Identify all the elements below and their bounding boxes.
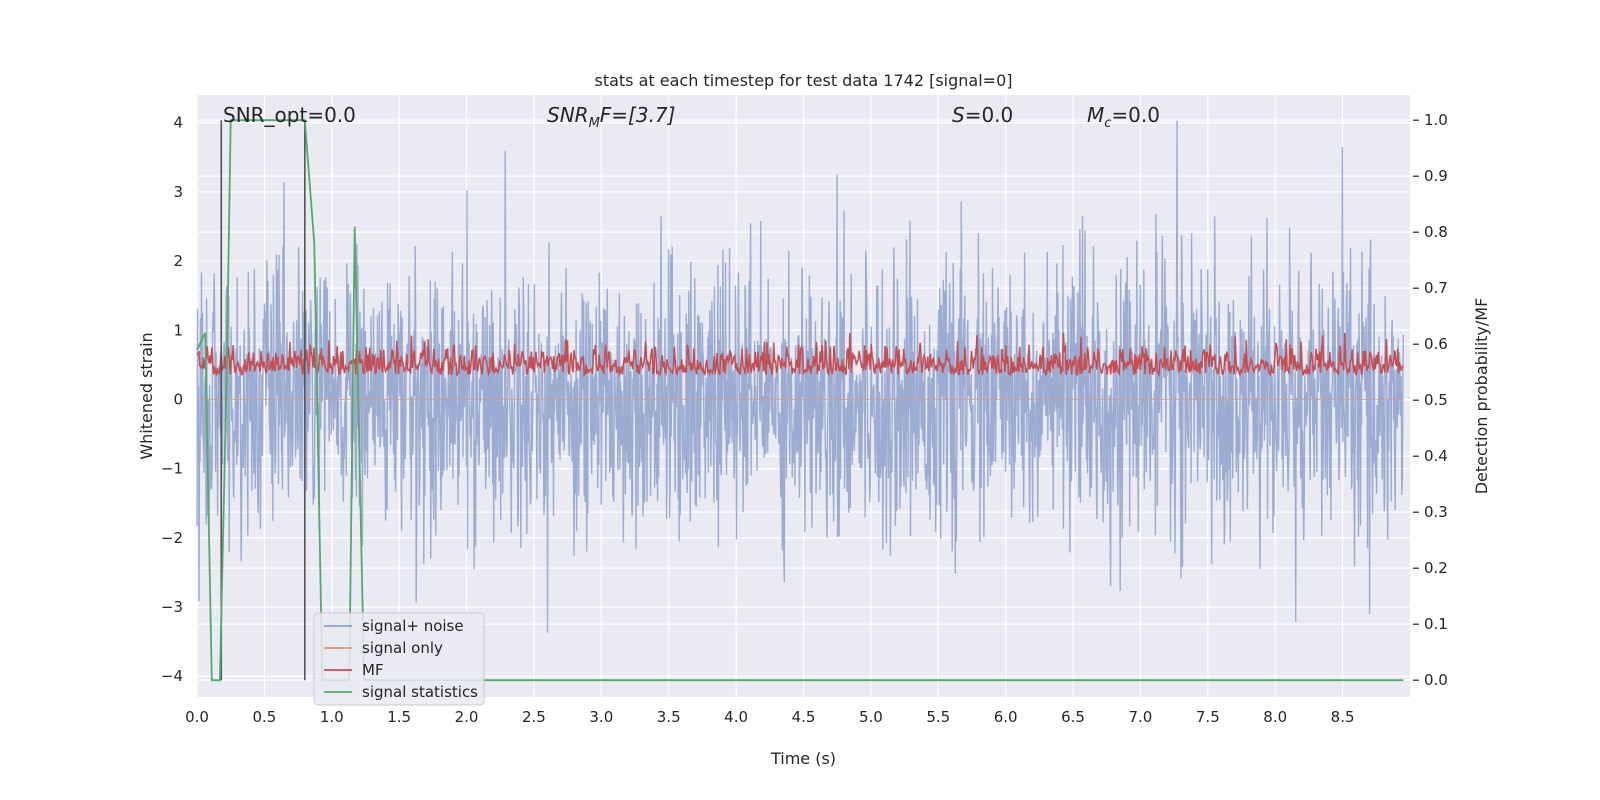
y-left-tick-label: −2 <box>161 529 183 547</box>
y-left-tick-label: −4 <box>161 667 183 685</box>
y-right-tick-label: 0.9 <box>1424 167 1448 185</box>
y-left-tick-label: −3 <box>161 598 183 616</box>
x-tick-label: 0.5 <box>252 708 276 726</box>
y-left-tick-label: 2 <box>173 252 183 270</box>
x-tick-label: 6.0 <box>994 708 1018 726</box>
y-left-tick-label: 0 <box>173 390 183 408</box>
y-right-tick-label: 0.8 <box>1424 223 1448 241</box>
y-right-tick-label: 0.4 <box>1424 447 1448 465</box>
mc-annotation: Mc=0.0 <box>1087 103 1160 131</box>
legend: signal+ noise signal only MF signal statist… <box>313 612 485 706</box>
x-tick-label: 1.5 <box>387 708 411 726</box>
y-right-axis-ticks: 0.0 0.1 0.2 0.3 0.4 0.5 0.6 0.7 0.8 0.9 1.0 <box>1413 111 1448 689</box>
chart-title: stats at each timestep for test data 174… <box>594 71 1012 90</box>
mc-value: =0.0 <box>1111 103 1160 127</box>
x-tick-label: 8.5 <box>1331 708 1355 726</box>
y-right-axis-label: Detection probability/MF <box>1472 298 1491 495</box>
series-signal-noise-line <box>196 120 1404 633</box>
y-right-tick-label: 0.1 <box>1424 615 1448 633</box>
series-signal-statistics-line <box>196 119 1404 682</box>
x-tick-label: 6.5 <box>1061 708 1085 726</box>
legend-box <box>313 612 485 706</box>
x-tick-label: 7.5 <box>1196 708 1220 726</box>
y-left-tick-label: 3 <box>173 183 183 201</box>
y-left-tick-label: 1 <box>173 321 183 339</box>
y-right-tick-label: 0.5 <box>1424 391 1448 409</box>
x-tick-label: 3.0 <box>589 708 613 726</box>
y-left-tick-label: 4 <box>173 114 183 132</box>
x-axis-ticks: 0.0 0.5 1.0 1.5 2.0 2.5 3.0 3.5 4.0 4.5 5.0 5.5 6.0 6… <box>185 708 1354 726</box>
snr-mf-subscript: M <box>589 116 600 131</box>
y-left-tick-label: −1 <box>161 460 183 478</box>
x-tick-label: 8.0 <box>1263 708 1287 726</box>
y-left-axis-label: Whitened strain <box>137 332 156 459</box>
x-tick-label: 2.5 <box>522 708 546 726</box>
y-right-tick-label: 0.6 <box>1424 335 1448 353</box>
s-symbol: S <box>952 103 965 127</box>
x-tick-label: 4.5 <box>792 708 816 726</box>
x-tick-label: 1.0 <box>320 708 344 726</box>
snr-mf-symbol: SNR <box>547 103 589 127</box>
y-right-tick-label: 1.0 <box>1424 111 1448 129</box>
series-layer <box>196 119 1404 682</box>
y-right-tick-label: 0.7 <box>1424 279 1448 297</box>
snr-mf-annotation: SNRMF=[3.7] <box>547 103 675 131</box>
y-left-axis-ticks: −4 −3 −2 −1 0 1 2 3 4 <box>161 114 183 686</box>
x-tick-label: 4.0 <box>724 708 748 726</box>
x-tick-label: 5.0 <box>859 708 883 726</box>
snr-opt-annotation: SNR_opt=0.0 <box>223 103 356 127</box>
legend-label: signal statistics <box>362 683 478 701</box>
x-tick-label: 3.5 <box>657 708 681 726</box>
y-right-tick-label: 0.0 <box>1424 671 1448 689</box>
x-tick-label: 0.0 <box>185 708 209 726</box>
y-right-tick-label: 0.3 <box>1424 503 1448 521</box>
x-tick-label: 7.0 <box>1129 708 1153 726</box>
mc-symbol: M <box>1087 103 1104 127</box>
series-mf-line <box>196 332 1404 378</box>
x-tick-label: 5.5 <box>926 708 950 726</box>
legend-label: MF <box>362 661 384 679</box>
mc-subscript: c <box>1104 116 1111 131</box>
legend-items: signal+ noise signal only MF signal statist… <box>324 617 478 701</box>
s-value: =0.0 <box>965 103 1014 127</box>
legend-label: signal+ noise <box>362 617 464 635</box>
legend-label: signal only <box>362 639 443 657</box>
x-axis-label: Time (s) <box>770 749 836 768</box>
x-tick-label: 2.0 <box>455 708 479 726</box>
s-annotation: S=0.0 <box>952 103 1013 127</box>
snr-mf-value: F=[3.7] <box>600 103 676 127</box>
y-right-tick-label: 0.2 <box>1424 559 1448 577</box>
